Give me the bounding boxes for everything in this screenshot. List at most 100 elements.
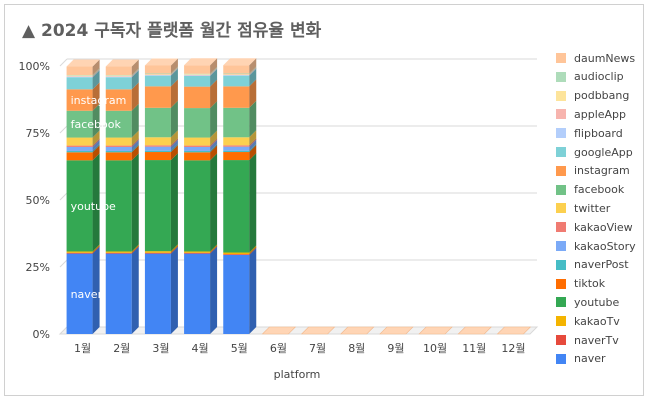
x-tick-label: 5월 bbox=[231, 342, 248, 355]
legend-label: audioclip bbox=[574, 70, 624, 84]
bar-front bbox=[105, 77, 132, 90]
bar-naver-1 bbox=[66, 246, 100, 334]
bar-side bbox=[249, 130, 257, 146]
bar-front bbox=[105, 251, 132, 253]
bar-front bbox=[144, 145, 171, 147]
bar-front bbox=[144, 107, 171, 138]
bar-side bbox=[249, 143, 257, 153]
bar-side bbox=[92, 82, 100, 111]
bar-empty-9월 bbox=[379, 326, 414, 335]
grid-depth-line bbox=[59, 259, 68, 268]
bar-front bbox=[223, 160, 250, 253]
bar-youtube-5 bbox=[223, 153, 257, 253]
bar-side bbox=[131, 82, 139, 111]
bar-front bbox=[223, 137, 250, 146]
bar-tiktok-3 bbox=[144, 145, 178, 161]
bar-empty-10월 bbox=[418, 326, 453, 335]
bar-audioclip-3 bbox=[144, 66, 178, 75]
legend-item-flipboard: flipboard bbox=[556, 125, 623, 141]
bar-kakaoStory-4 bbox=[184, 139, 218, 151]
bar-naver-5 bbox=[223, 247, 257, 334]
legend-item-instagram: instagram bbox=[556, 163, 630, 179]
bar-side bbox=[170, 153, 178, 252]
bar-front bbox=[184, 145, 211, 147]
bar-front bbox=[184, 150, 211, 153]
bar-instagram-4 bbox=[184, 79, 218, 109]
bar-front bbox=[105, 146, 132, 151]
bar-daumNews-2 bbox=[105, 59, 139, 76]
bar-flipboard-3 bbox=[144, 68, 178, 76]
x-tick-label: 12월 bbox=[501, 342, 525, 355]
bar-naver-3 bbox=[144, 246, 178, 334]
x-tick-label: 7월 bbox=[309, 342, 326, 355]
bar-googleApp-4 bbox=[184, 68, 218, 87]
bar-side bbox=[210, 68, 218, 76]
legend-label: naverPost bbox=[574, 258, 629, 272]
x-tick-label: 1월 bbox=[74, 342, 91, 355]
bar-facebook-1 bbox=[66, 103, 100, 138]
bar-naverTv-3 bbox=[144, 245, 178, 254]
legend-label: kakaoTv bbox=[574, 314, 620, 328]
bar-front bbox=[144, 146, 171, 151]
bar-kakaoView-4 bbox=[184, 138, 218, 147]
bar-youtube-3 bbox=[144, 153, 178, 252]
bar-side bbox=[170, 66, 178, 75]
legend-swatch bbox=[556, 353, 566, 364]
bar-kakaoTv-1 bbox=[66, 244, 100, 253]
bar-front bbox=[66, 253, 93, 334]
bar-side bbox=[210, 67, 218, 75]
legend-label: tiktok bbox=[574, 277, 606, 291]
bar-twitter-3 bbox=[144, 130, 178, 146]
bar-audioclip-2 bbox=[105, 68, 139, 76]
bar-side bbox=[210, 244, 218, 253]
bar-front bbox=[223, 73, 250, 75]
legend-item-appleApp: appleApp bbox=[556, 106, 626, 122]
x-axis-title: platform bbox=[274, 368, 321, 381]
bar-front bbox=[66, 76, 93, 77]
legend-swatch bbox=[556, 165, 566, 176]
bar-empty-7월 bbox=[300, 326, 336, 335]
bar-empty-11월 bbox=[457, 326, 492, 335]
bar-flipboard-1 bbox=[66, 69, 100, 78]
bar-empty-6월 bbox=[261, 326, 297, 335]
bar-youtube-2 bbox=[105, 153, 139, 252]
bar-front bbox=[223, 75, 250, 76]
bar-side bbox=[170, 67, 178, 76]
bar-youtube-4 bbox=[184, 153, 218, 252]
bar-side bbox=[170, 245, 178, 254]
bar-front bbox=[184, 160, 211, 252]
bar-front bbox=[105, 137, 132, 146]
bar-front bbox=[144, 74, 171, 75]
bar-naverPost-3 bbox=[144, 143, 178, 153]
bar-kakaoView-5 bbox=[223, 138, 257, 147]
bar-appleApp-2 bbox=[105, 69, 139, 77]
bar-front bbox=[144, 252, 171, 254]
bar-front bbox=[66, 150, 93, 153]
bar-side bbox=[92, 153, 100, 252]
bar-naverPost-1 bbox=[66, 143, 100, 153]
bar-flipboard-2 bbox=[105, 69, 139, 78]
bar-front bbox=[66, 77, 93, 90]
bar-label-youtube: youtube bbox=[71, 200, 116, 213]
bar-top bbox=[144, 58, 178, 66]
bar-facebook-3 bbox=[144, 100, 178, 138]
legend-item-youtube: youtube bbox=[556, 294, 619, 310]
bar-front bbox=[144, 65, 171, 74]
bar-side bbox=[131, 69, 139, 77]
bar-audioclip-5 bbox=[223, 66, 257, 75]
bar-instagram-1 bbox=[66, 82, 100, 111]
bar-front bbox=[223, 152, 250, 161]
bar-front bbox=[66, 146, 93, 151]
bar-front bbox=[223, 74, 250, 76]
bar-front bbox=[223, 254, 250, 334]
bar-front bbox=[105, 145, 132, 147]
x-tick-label: 3월 bbox=[152, 342, 169, 355]
bar-tiktok-4 bbox=[184, 145, 218, 161]
bar-front bbox=[184, 86, 211, 109]
bar-naverPost-2 bbox=[105, 143, 139, 153]
bar-naverPost-5 bbox=[223, 143, 257, 153]
bar-front bbox=[105, 152, 132, 161]
legend-swatch bbox=[556, 335, 566, 345]
legend-item-naverPost: naverPost bbox=[556, 257, 629, 273]
